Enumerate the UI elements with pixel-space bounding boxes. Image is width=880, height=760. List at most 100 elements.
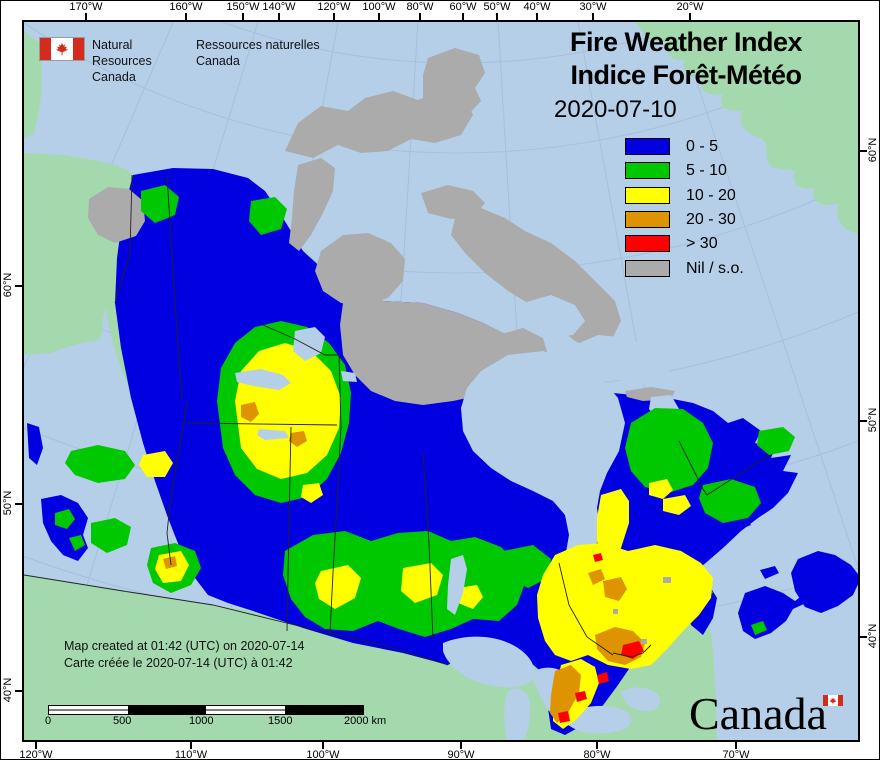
bottom-axis-label-2: 100°W <box>306 749 340 760</box>
logo-fr-line1: Ressources naturelles <box>196 38 320 52</box>
top-axis-label-5: 100°W <box>362 1 396 13</box>
top-axis-label-11: 20°W <box>676 1 704 13</box>
lake-winnipeg <box>447 555 467 615</box>
top-axis-label-3: 140°W <box>262 1 296 13</box>
top-tick-7 <box>462 13 464 20</box>
legend-swatch-4 <box>625 235 670 253</box>
newfoundland <box>791 551 858 613</box>
top-axis-label-1: 160°W <box>169 1 203 13</box>
left-tick-2 <box>15 690 22 692</box>
victoria-island <box>315 233 405 306</box>
bottom-tick-0 <box>35 742 37 749</box>
canada-fwi-map <box>24 22 858 740</box>
top-tick-2 <box>242 13 244 20</box>
bottom-axis-label-5: 70°W <box>722 749 750 760</box>
right-tick-1 <box>860 420 867 422</box>
flag-red-bar <box>40 38 51 60</box>
canada-flag-icon <box>39 37 85 61</box>
inner-lakes <box>235 327 467 615</box>
haida-gwaii <box>27 423 43 465</box>
top-tick-9 <box>536 13 538 20</box>
pei <box>760 566 779 579</box>
canada-wordmark: Canada <box>689 688 827 739</box>
great-slave-lake <box>235 369 291 390</box>
scale-segment <box>49 706 128 714</box>
left-axis-label-0: 60°N <box>2 272 14 298</box>
lake-michigan <box>504 688 531 740</box>
scale-label-4: 2000 km <box>344 715 387 727</box>
top-axis-label-9: 40°W <box>523 1 551 13</box>
scale-segment <box>284 706 363 714</box>
top-axis-label-8: 50°W <box>483 1 511 13</box>
hudson-bay <box>461 351 625 585</box>
right-tick-0 <box>860 150 867 152</box>
legend-label-1: 5 - 10 <box>686 162 727 180</box>
greenland <box>621 22 858 235</box>
legend-swatch-5 <box>625 259 670 277</box>
scale-label-2: 1000 <box>189 715 214 727</box>
map-title-fr: Indice Forêt-Météo <box>570 60 802 90</box>
created-line-fr: Carte créée le 2020-07-14 (UTC) à 01:42 <box>64 656 293 670</box>
banks-island <box>289 158 335 251</box>
bottom-axis-label-3: 90°W <box>447 749 475 760</box>
maple-leaf-icon <box>829 696 837 705</box>
top-tick-1 <box>185 13 187 20</box>
lake-ontario <box>621 687 660 711</box>
nil-dots <box>613 577 671 644</box>
right-axis-label-0: 60°N <box>867 137 879 163</box>
flag-red-bar <box>73 38 84 60</box>
map-title-en: Fire Weather Index <box>569 27 803 57</box>
left-tick-0 <box>15 285 22 287</box>
top-axis-label-4: 120°W <box>317 1 351 13</box>
legend-label-0: 0 - 5 <box>686 138 719 155</box>
right-axis-label-1: 50°N <box>867 407 879 433</box>
right-axis-label-2: 40°N <box>867 623 879 649</box>
logo-text-fr: Ressources naturelles Canada <box>196 37 336 85</box>
hudson-strait <box>568 335 671 385</box>
nrcan-logo: Natural Resources Canada Ressources natu… <box>39 37 336 85</box>
legend-label-5: Nil / s.o. <box>686 259 744 277</box>
logo-text-en: Natural Resources Canada <box>92 37 188 85</box>
wordmark-flag-icon <box>823 695 843 706</box>
logo-en-line2: Canada <box>92 70 136 84</box>
legend-label-2: 10 - 20 <box>686 186 736 204</box>
flag-red-bar <box>823 695 828 706</box>
lake-athabasca <box>257 429 289 440</box>
left-tick-1 <box>15 503 22 505</box>
top-tick-6 <box>419 13 421 20</box>
created-line-en: Map created at 01:42 (UTC) on 2020-07-14 <box>64 639 305 653</box>
flag-white-panel <box>828 695 838 706</box>
lake-superior <box>443 636 535 688</box>
queen-elizabeth-islands <box>285 91 473 158</box>
top-axis-label-6: 80°W <box>406 1 434 13</box>
scale-segment <box>127 706 206 714</box>
legend-swatch-2 <box>625 186 670 204</box>
top-tick-0 <box>85 13 87 20</box>
right-tick-2 <box>860 636 867 638</box>
bottom-tick-3 <box>460 742 462 749</box>
top-axis-label-0: 170°W <box>69 1 103 13</box>
top-tick-3 <box>278 13 280 20</box>
fwi-region-gt-30 <box>558 553 644 723</box>
top-axis-label-2: 150°W <box>226 1 260 13</box>
map-title-block: Fire Weather Index Indice Forêt-Météo 20… <box>541 26 831 124</box>
top-tick-4 <box>333 13 335 20</box>
legend-swatch-3 <box>625 210 670 228</box>
legend-label-4: > 30 <box>686 235 718 253</box>
bottom-axis-label-4: 80°W <box>583 749 611 760</box>
top-axis-label-7: 60°W <box>449 1 477 13</box>
legend-swatch-0 <box>625 138 670 155</box>
bottom-axis-label-0: 120°W <box>19 749 53 760</box>
left-axis-label-2: 40°N <box>2 677 14 703</box>
scale-segment <box>206 706 285 714</box>
ellesmere-island <box>423 48 485 128</box>
legend-label-3: 20 - 30 <box>686 210 736 228</box>
legend-swatch-1 <box>625 162 670 180</box>
scale-bar <box>48 705 364 715</box>
scale-label-0: 0 <box>45 715 52 727</box>
flag-white-panel <box>51 38 73 60</box>
map-created-note: Map created at 01:42 (UTC) on 2020-07-14… <box>64 638 304 672</box>
flag-red-bar <box>838 695 843 706</box>
bottom-tick-1 <box>190 742 192 749</box>
